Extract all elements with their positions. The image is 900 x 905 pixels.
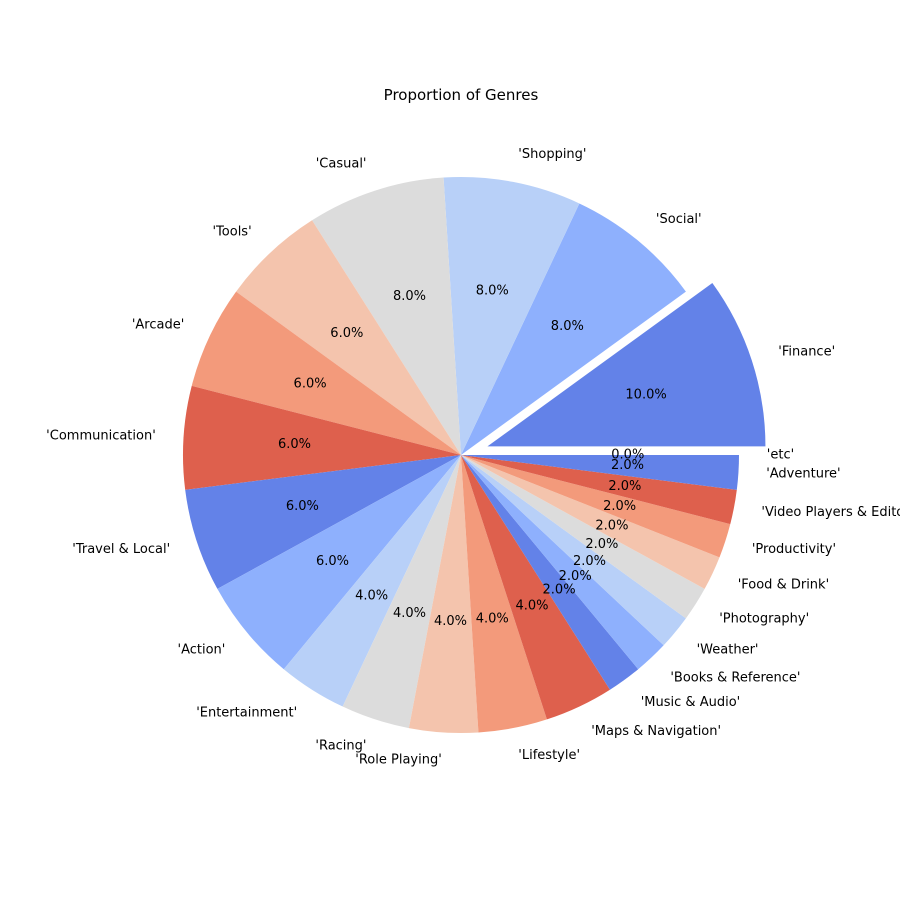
slice-labels-layer: 'Finance' 'Social' 'Shopping' 'Casual' 'Tool… [46, 147, 900, 768]
chart-title: Proportion of Genres [384, 86, 539, 104]
slice-label-etc: 'etc' [767, 448, 794, 463]
pie-slice-music-audio [461, 455, 639, 690]
percent-label-food-drink: 2.0% [595, 519, 628, 534]
percent-label-social: 8.0% [551, 319, 584, 334]
slice-label-casual: 'Casual' [316, 157, 367, 172]
percent-label-video-players-editors: 2.0% [608, 479, 641, 494]
percent-label-music-audio: 2.0% [543, 582, 576, 597]
pie-slice-weather [461, 455, 686, 646]
pie-slice-role-playing [408, 455, 479, 733]
slice-label-adventure: 'Adventure' [766, 467, 840, 482]
slice-label-photography: 'Photography' [719, 611, 809, 626]
slice-label-music-audio: 'Music & Audio' [641, 695, 741, 710]
slice-label-racing: 'Racing' [315, 738, 366, 753]
slice-label-food-drink: 'Food & Drink' [738, 578, 829, 593]
pie-slice-food-drink [461, 455, 720, 589]
slice-label-lifestyle: 'Lifestyle' [518, 748, 580, 763]
percent-label-role-playing: 4.0% [434, 614, 467, 629]
slice-label-role-playing: 'Role Playing' [355, 753, 442, 768]
slice-label-shopping: 'Shopping' [518, 147, 586, 162]
pie-slice-social [461, 203, 686, 455]
percent-label-lifestyle: 4.0% [476, 611, 509, 626]
percent-label-books-reference: 2.0% [559, 569, 592, 584]
pie-slice-lifestyle [461, 455, 547, 733]
percent-label-entertainment: 4.0% [355, 588, 388, 603]
slice-label-maps-navigation: 'Maps & Navigation' [591, 724, 721, 739]
slices-layer [183, 177, 766, 733]
slice-label-books-reference: 'Books & Reference' [670, 670, 800, 685]
slice-label-arcade: 'Arcade' [132, 317, 184, 332]
pie-slice-action [217, 455, 461, 670]
percent-label-maps-navigation: 4.0% [516, 598, 549, 613]
percent-label-adventure: 2.0% [611, 458, 644, 473]
pie-slice-communication [183, 385, 462, 490]
pie-slice-finance [487, 283, 766, 447]
slice-label-finance: 'Finance' [778, 344, 835, 359]
percent-label-racing: 4.0% [393, 606, 426, 621]
percent-label-finance: 10.0% [625, 387, 666, 402]
percent-label-casual: 8.0% [393, 289, 426, 304]
pie-slice-video-players-editors [461, 455, 737, 525]
pie-slice-photography [461, 455, 705, 619]
slice-label-communication: 'Communication' [46, 428, 156, 443]
pie-slice-maps-navigation [461, 455, 610, 720]
pie-slice-shopping [443, 177, 580, 455]
slice-label-entertainment: 'Entertainment' [196, 706, 297, 721]
slice-label-travel-local: 'Travel & Local' [72, 542, 170, 557]
percent-label-communication: 6.0% [278, 437, 311, 452]
pie-slice-productivity [461, 455, 731, 558]
percent-label-photography: 2.0% [585, 537, 618, 552]
pie-slice-travel-local [185, 455, 461, 589]
percent-label-tools: 6.0% [330, 326, 363, 341]
pie-slice-adventure [461, 455, 739, 490]
percent-label-action: 6.0% [316, 554, 349, 569]
percent-label-productivity: 2.0% [603, 499, 636, 514]
pie-slice-arcade [191, 291, 461, 455]
slice-label-action: 'Action' [178, 642, 226, 657]
percent-labels-layer: 10.0% 8.0% 8.0% 8.0% 6.0% 6.0% 6.0% 6.0% 6.0% 4.0… [278, 284, 667, 629]
pie-slice-books-reference [461, 455, 664, 670]
slice-label-tools: 'Tools' [212, 225, 251, 240]
pie-slice-tools [236, 220, 461, 455]
slice-label-social: 'Social' [656, 212, 702, 227]
pie-slice-casual [312, 177, 461, 455]
percent-label-etc: 0.0% [611, 448, 644, 463]
slice-label-weather: 'Weather' [697, 642, 759, 657]
percent-label-arcade: 6.0% [294, 376, 327, 391]
slice-label-video-players-editors: 'Video Players & Editors' [761, 505, 900, 520]
slice-label-productivity: 'Productivity' [752, 542, 836, 557]
percent-label-shopping: 8.0% [476, 284, 509, 299]
percent-label-travel-local: 6.0% [286, 499, 319, 514]
pie-slice-racing [342, 455, 461, 729]
percent-label-weather: 2.0% [573, 554, 606, 569]
pie-slice-entertainment [283, 455, 461, 707]
